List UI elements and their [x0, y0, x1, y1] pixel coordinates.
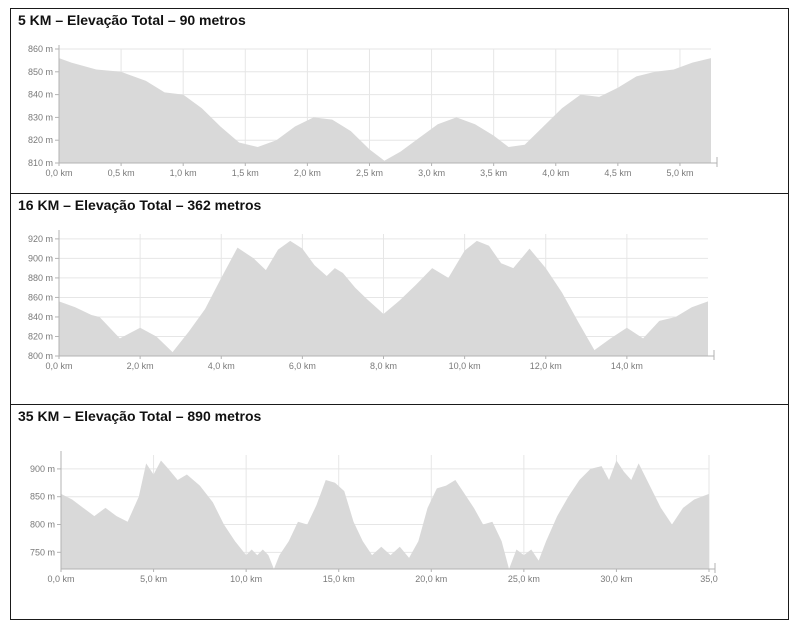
y-tick-label: 900 m: [28, 253, 53, 263]
x-tick-label: 1,0 km: [170, 168, 197, 178]
x-tick-label: 15,0 km: [323, 574, 355, 584]
chart-panel-16km: 800 m 820 m 840 m 860 m 880 m 900 m 920 m 0,0 k…: [11, 193, 788, 404]
elevation-area: [59, 58, 711, 164]
x-tick-label: 0,0 km: [45, 361, 72, 371]
x-tick-label: 30,0 km: [600, 574, 632, 584]
chart-panel-5km: 810 m 820 m 830 m 840 m 850 m 860 m 0,0 km 0,5 …: [11, 9, 788, 193]
y-tick-label: 850 m: [30, 492, 55, 502]
x-tick-label: 4,5 km: [604, 168, 631, 178]
x-tick-label: 1,5 km: [232, 168, 259, 178]
y-tick-label: 840 m: [28, 90, 53, 100]
x-tick-label: 3,0 km: [418, 168, 445, 178]
x-tick-label: 10,0 km: [449, 361, 481, 371]
elevation-chart-35km: 750 m 800 m 850 m 900 m 0,0 km 5,0 km 10,0 km 1…: [30, 451, 718, 584]
x-tick-label: 0,5 km: [108, 168, 135, 178]
x-tick-label: 12,0 km: [530, 361, 562, 371]
y-tick-label: 900 m: [30, 464, 55, 474]
elevation-area: [59, 240, 708, 356]
chart-title-5km: 5 KM – Elevação Total – 90 metros: [18, 12, 246, 28]
elevation-chart-16km: 800 m 820 m 840 m 860 m 880 m 900 m 920 m 0,0 k…: [28, 230, 715, 371]
y-tick-label: 820 m: [28, 135, 53, 145]
x-tick-label: 25,0 km: [508, 574, 540, 584]
elevation-chart-5km: 810 m 820 m 830 m 840 m 850 m 860 m 0,0 km 0,5 …: [28, 44, 718, 178]
x-tick-label: 0,0 km: [45, 168, 72, 178]
elevation-area: [61, 460, 709, 569]
y-tick-label: 860 m: [28, 292, 53, 302]
x-tick-label: 6,0 km: [289, 361, 316, 371]
x-tick-label: 14,0 km: [611, 361, 643, 371]
y-tick-label: 860 m: [28, 44, 53, 54]
x-tick-label: 4,0 km: [208, 361, 235, 371]
y-tick-label: 830 m: [28, 112, 53, 122]
x-tick-label: 8,0 km: [370, 361, 397, 371]
x-tick-label: 3,5 km: [480, 168, 507, 178]
charts-frame: 810 m 820 m 830 m 840 m 850 m 860 m 0,0 km 0,5 …: [10, 8, 789, 620]
y-tick-label: 800 m: [28, 351, 53, 361]
x-tick-label: 20,0 km: [415, 574, 447, 584]
y-tick-label: 820 m: [28, 331, 53, 341]
x-tick-label: 5,0 km: [140, 574, 167, 584]
x-tick-label: 10,0 km: [230, 574, 262, 584]
y-tick-label: 850 m: [28, 67, 53, 77]
x-tick-label: 35,0: [700, 574, 718, 584]
y-tick-label: 840 m: [28, 312, 53, 322]
x-tick-label: 4,0 km: [542, 168, 569, 178]
y-tick-label: 810 m: [28, 158, 53, 168]
x-tick-label: 2,0 km: [294, 168, 321, 178]
x-tick-label: 0,0 km: [47, 574, 74, 584]
y-tick-label: 800 m: [30, 520, 55, 530]
y-tick-label: 750 m: [30, 547, 55, 557]
y-tick-label: 880 m: [28, 273, 53, 283]
chart-panel-35km: 750 m 800 m 850 m 900 m 0,0 km 5,0 km 10,0 km 1…: [11, 404, 788, 619]
x-tick-label: 2,5 km: [356, 168, 383, 178]
y-tick-label: 920 m: [28, 234, 53, 244]
chart-title-35km: 35 KM – Elevação Total – 890 metros: [18, 408, 262, 424]
x-tick-label: 2,0 km: [127, 361, 154, 371]
chart-title-16km: 16 KM – Elevação Total – 362 metros: [18, 197, 262, 213]
x-tick-label: 5,0 km: [666, 168, 693, 178]
